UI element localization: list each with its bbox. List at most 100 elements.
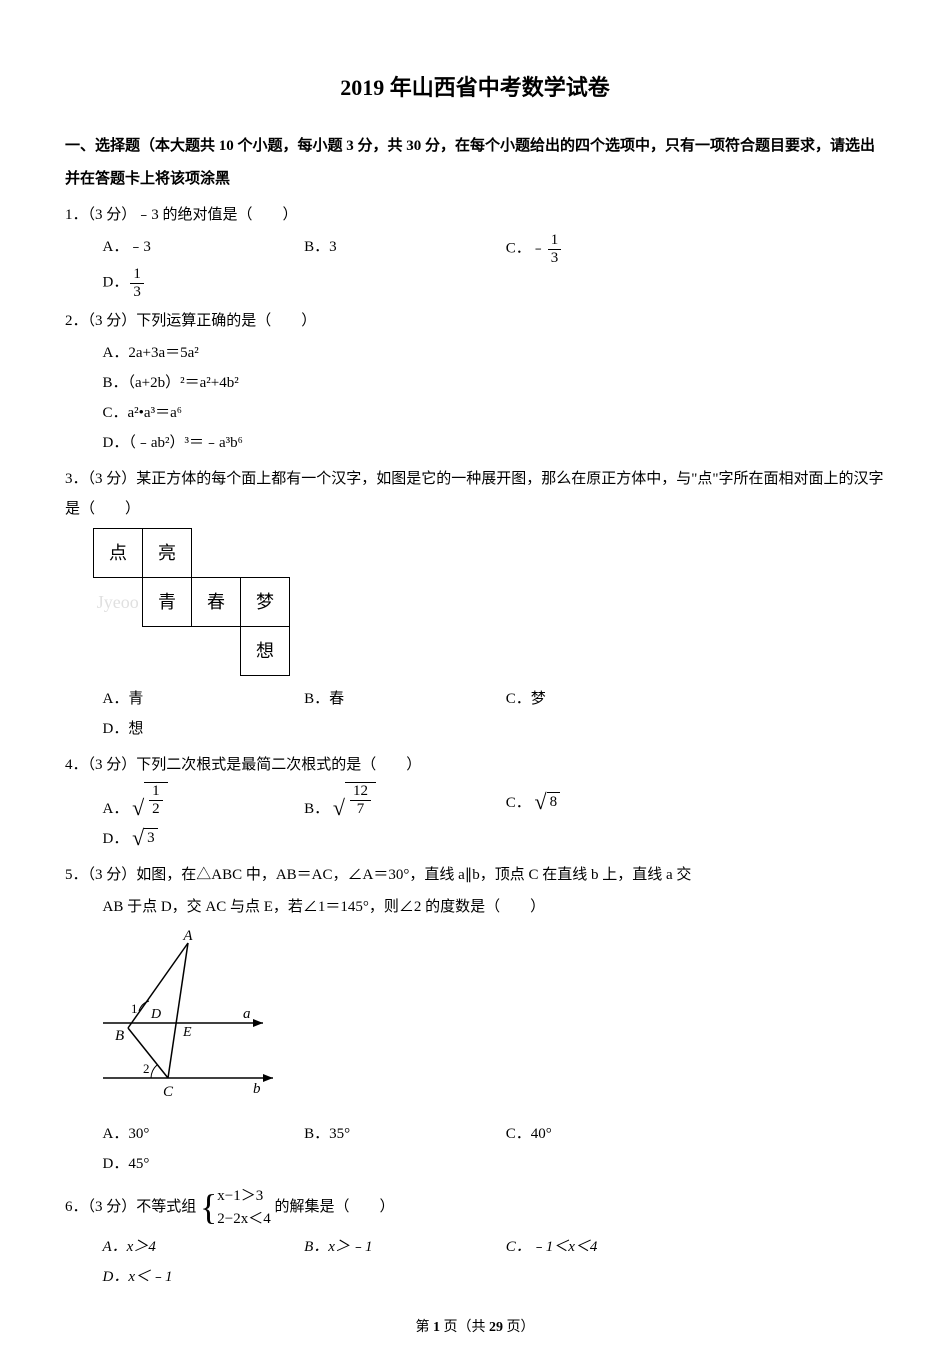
fraction-icon: 13 xyxy=(130,266,144,300)
fraction-icon: 127 xyxy=(350,783,371,817)
sqrt-icon: √127 xyxy=(333,782,376,817)
cube-cell-1: 亮 xyxy=(143,529,192,578)
q6-row1: x−1＞3 xyxy=(217,1185,270,1208)
q5-stem1: 5．（3 分）如图，在△ABC 中，AB＝AC，∠A＝30°，直线 a∥b，顶点… xyxy=(65,860,885,890)
q1-c-num: 1 xyxy=(548,232,562,249)
q4-options: A． √12 B． √127 C． √8 D． √3 xyxy=(65,782,885,854)
q6-stem-post: 的解集是（ ） xyxy=(275,1199,395,1215)
q4-stem: 4．（3 分）下列二次根式是最简二次根式的是（ ） xyxy=(65,750,885,780)
page-footer: 第 1 页（共 29 页） xyxy=(65,1316,885,1336)
q1-opt-c: C．﹣13 xyxy=(506,232,708,266)
question-3: 3．（3 分）某正方体的每个面上都有一个汉字，如图是它的一种展开图，那么在原正方… xyxy=(65,464,885,744)
label-angle2: 2 xyxy=(143,1061,150,1076)
q4-a-num: 1 xyxy=(149,783,163,800)
cube-cell-5: 想 xyxy=(241,627,290,676)
sqrt-icon: √3 xyxy=(132,825,158,847)
sqrt-icon: √12 xyxy=(132,782,168,817)
exam-page: 2019 年山西省中考数学试卷 一、选择题（本大题共 10 个小题，每小题 3 … xyxy=(0,0,950,1366)
label-D: D xyxy=(150,1007,161,1022)
q1-stem: 1．（3 分）﹣3 的绝对值是（ ） xyxy=(65,200,885,230)
question-1: 1．（3 分）﹣3 的绝对值是（ ） A．﹣3 B．3 C．﹣13 D．13 xyxy=(65,200,885,300)
label-b: b xyxy=(253,1081,261,1097)
radical-symbol: √ xyxy=(535,791,547,813)
watermark-text: Jyeoo xyxy=(94,578,143,627)
q4-a-den: 2 xyxy=(149,800,163,818)
sqrt-icon: √8 xyxy=(535,789,561,811)
q6-opt-a: A．x＞4 xyxy=(103,1232,305,1262)
q4-d-prefix: D． xyxy=(103,831,129,847)
q1-d-prefix: D． xyxy=(103,274,129,290)
q3-opt-b: B．春 xyxy=(304,684,506,714)
q6-opt-d: D．x＜﹣1 xyxy=(103,1262,305,1292)
cube-cell-3: 春 xyxy=(192,578,241,627)
triangle-diagram-icon: A B C D E a b 1 2 xyxy=(93,928,293,1098)
footer-page: 1 xyxy=(433,1320,440,1335)
q4-a-prefix: A． xyxy=(103,801,129,817)
q1-options: A．﹣3 B．3 C．﹣13 D．13 xyxy=(65,232,885,300)
q1-opt-a: A．﹣3 xyxy=(103,232,305,266)
cube-net-figure: 点 亮 Jyeoo 青 春 梦 想 xyxy=(93,528,290,676)
q2-d-text: D．（﹣ab²）³＝﹣a³b⁶ xyxy=(103,435,243,451)
radical-symbol: √ xyxy=(333,797,345,819)
q3-opt-a: A．青 xyxy=(103,684,305,714)
q2-opt-c: C．a²•a³＝a⁶ xyxy=(103,398,500,428)
fraction-icon: 12 xyxy=(149,783,163,817)
q3-opt-d: D．想 xyxy=(103,714,305,744)
q4-b-num: 12 xyxy=(350,783,371,800)
page-title: 2019 年山西省中考数学试卷 xyxy=(65,70,885,102)
q6-stem-pre: 6．（3 分）不等式组 xyxy=(65,1199,196,1215)
q6-row2: 2−2x＜4 xyxy=(217,1208,270,1231)
q4-opt-c: C． √8 xyxy=(506,788,708,818)
question-5: 5．（3 分）如图，在△ABC 中，AB＝AC，∠A＝30°，直线 a∥b，顶点… xyxy=(65,860,885,1179)
section-1-heading: 一、选择题（本大题共 10 个小题，每小题 3 分，共 30 分，在每个小题给出… xyxy=(65,130,885,196)
q2-b-text: B．（a+2b）²＝a²+4b² xyxy=(103,375,239,391)
q6-opt-b: B．x＞﹣1 xyxy=(304,1232,506,1262)
q6-c-text: C．﹣1＜x＜4 xyxy=(506,1239,598,1255)
q4-opt-b: B． √127 xyxy=(304,782,506,824)
label-angle1: 1 xyxy=(131,1001,138,1016)
q2-opt-d: D．（﹣ab²）³＝﹣a³b⁶ xyxy=(103,428,500,458)
question-6: 6．（3 分）不等式组 { x−1＞3 2−2x＜4 的解集是（ ） A．x＞4… xyxy=(65,1185,885,1292)
cube-cell-2: 青 xyxy=(143,578,192,627)
q4-c-radicand: 8 xyxy=(547,792,561,811)
q5-opt-d: D．45° xyxy=(103,1149,305,1179)
q4-c-prefix: C． xyxy=(506,795,531,811)
q4-b-den: 7 xyxy=(350,800,371,818)
q5-opt-b: B．35° xyxy=(304,1119,506,1149)
q1-c-neg: ﹣ xyxy=(531,240,546,256)
q6-a-text: A．x＞4 xyxy=(103,1239,156,1255)
q1-c-prefix: C． xyxy=(506,240,531,256)
q1-d-num: 1 xyxy=(130,266,144,283)
q1-opt-d: D．13 xyxy=(103,266,305,300)
q6-b-text: B．x＞﹣1 xyxy=(304,1239,372,1255)
q5-options: A．30° B．35° C．40° D．45° xyxy=(65,1119,885,1179)
q2-options-row2: C．a²•a³＝a⁶ D．（﹣ab²）³＝﹣a³b⁶ xyxy=(65,398,885,458)
footer-pre: 第 xyxy=(416,1320,434,1335)
q6-opt-c: C．﹣1＜x＜4 xyxy=(506,1232,708,1262)
q2-a-text: A．2a+3a＝5a² xyxy=(103,345,199,361)
q2-options-row1: A．2a+3a＝5a² B．（a+2b）²＝a²+4b² xyxy=(65,338,885,398)
fraction-icon: 13 xyxy=(548,232,562,266)
footer-post: 页） xyxy=(503,1320,535,1335)
q5-figure: A B C D E a b 1 2 xyxy=(93,928,885,1109)
label-E: E xyxy=(182,1025,192,1040)
q5-opt-a: A．30° xyxy=(103,1119,305,1149)
brace-icon: { xyxy=(200,1191,217,1223)
q2-c-text: C．a²•a³＝a⁶ xyxy=(103,405,182,421)
q4-a-radicand: 12 xyxy=(144,782,168,817)
question-4: 4．（3 分）下列二次根式是最简二次根式的是（ ） A． √12 B． √127… xyxy=(65,750,885,854)
q1-c-den: 3 xyxy=(548,249,562,267)
cube-cell-4: 梦 xyxy=(241,578,290,627)
q6-options: A．x＞4 B．x＞﹣1 C．﹣1＜x＜4 D．x＜﹣1 xyxy=(65,1232,885,1292)
q6-d-text: D．x＜﹣1 xyxy=(103,1269,173,1285)
q3-stem: 3．（3 分）某正方体的每个面上都有一个汉字，如图是它的一种展开图，那么在原正方… xyxy=(65,464,885,524)
label-B: B xyxy=(115,1028,124,1044)
q4-b-prefix: B． xyxy=(304,801,329,817)
inequality-system: { x−1＞3 2−2x＜4 xyxy=(200,1185,271,1230)
radical-symbol: √ xyxy=(132,827,144,849)
radical-symbol: √ xyxy=(132,797,144,819)
q4-opt-d: D． √3 xyxy=(103,824,305,854)
q3-options: A．青 B．春 C．梦 D．想 xyxy=(65,684,885,744)
q1-opt-b: B．3 xyxy=(304,232,506,266)
q2-stem: 2．（3 分）下列运算正确的是（ ） xyxy=(65,306,885,336)
